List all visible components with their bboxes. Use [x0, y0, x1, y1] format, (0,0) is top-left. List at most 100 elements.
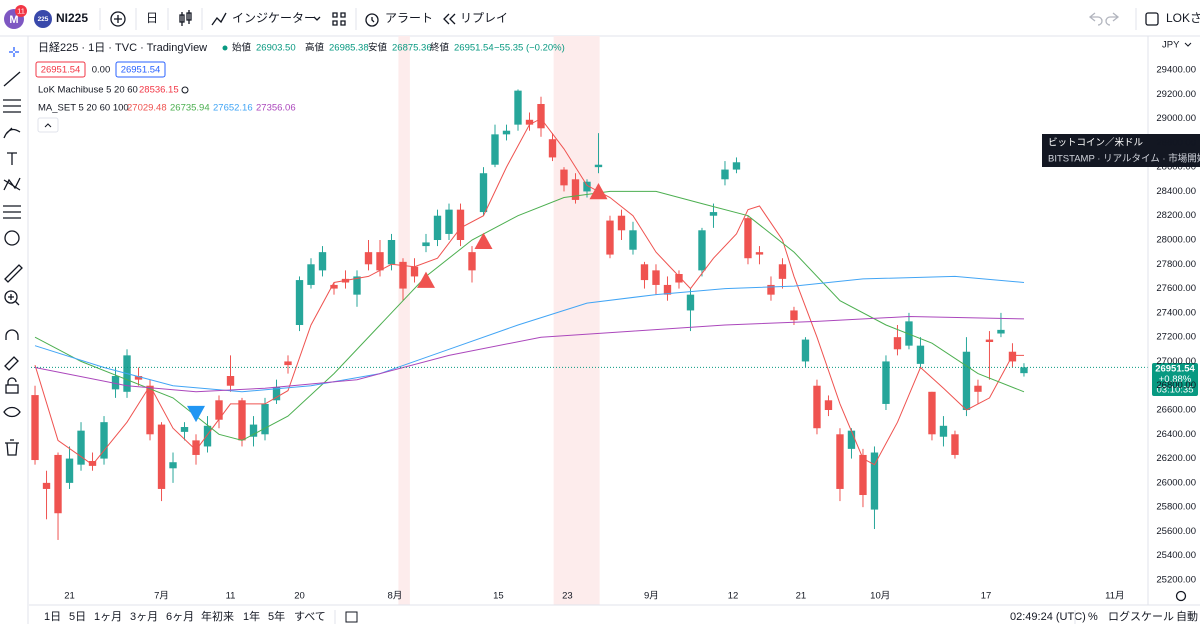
- log-toggle[interactable]: ログスケール: [1108, 609, 1174, 623]
- icons-tool[interactable]: [4, 230, 20, 246]
- ruler-tool[interactable]: [4, 264, 23, 283]
- fib-tool[interactable]: [3, 99, 21, 113]
- signal-marker: [474, 232, 493, 250]
- range-button[interactable]: 3ヶ月: [130, 611, 158, 623]
- pattern-tool[interactable]: [3, 177, 21, 191]
- currency-chevron[interactable]: [1184, 42, 1192, 47]
- candle-body: [169, 462, 177, 469]
- candle-body: [65, 458, 74, 483]
- y-tick-label: 27000.00: [1156, 356, 1196, 367]
- add-symbol[interactable]: [110, 11, 126, 27]
- candle-body: [698, 230, 706, 271]
- candle-body: [1008, 351, 1017, 362]
- candle-body: [249, 424, 258, 437]
- indicator-value: 27652.16: [213, 103, 253, 114]
- alert-icon[interactable]: [365, 13, 379, 27]
- x-tick-label: 23: [562, 591, 573, 602]
- collapse-legend[interactable]: [37, 117, 59, 133]
- user[interactable]: LOKさ: [1166, 11, 1200, 25]
- candle-body: [571, 179, 580, 200]
- candle-body: [813, 385, 821, 429]
- checkbox[interactable]: [1145, 12, 1159, 26]
- candle-body: [203, 425, 212, 447]
- indicator-value: 27029.48: [127, 103, 167, 114]
- candle-body: [134, 376, 143, 380]
- ohlc-value: 26875.36: [392, 43, 432, 54]
- candle-body: [433, 215, 442, 241]
- symbol[interactable]: NI225: [56, 11, 88, 25]
- candle-body: [399, 261, 407, 289]
- candle-body: [330, 284, 338, 289]
- chart-type[interactable]: [179, 10, 192, 26]
- candle-body: [663, 284, 672, 295]
- candle-body: [180, 427, 189, 432]
- y-tick-label: 26200.00: [1156, 453, 1196, 464]
- redo[interactable]: [1105, 12, 1120, 26]
- y-tick-label: 26000.00: [1156, 477, 1196, 488]
- candle-body: [916, 345, 925, 364]
- range-button[interactable]: 5年: [268, 609, 285, 623]
- session-highlight: [398, 36, 410, 605]
- trendline-tool[interactable]: [3, 71, 21, 87]
- range-button[interactable]: 年初来: [201, 609, 234, 623]
- tooltip-title: ビットコイン／米ドル: [1048, 137, 1144, 149]
- lock-tool[interactable]: [5, 384, 19, 394]
- draw-mode-tool[interactable]: [4, 356, 19, 371]
- x-tick-label: 12: [728, 591, 739, 602]
- candle-body: [192, 440, 200, 455]
- buy-box[interactable]: [115, 61, 166, 78]
- y-tick-label: 25400.00: [1156, 550, 1196, 561]
- tooltip: [1042, 134, 1200, 167]
- indicator-value: 26735.94: [170, 103, 210, 114]
- currency[interactable]: JPY: [1162, 40, 1180, 51]
- range-button[interactable]: すべて: [294, 610, 326, 623]
- replay[interactable]: リプレイ: [460, 11, 508, 25]
- crosshair-tool[interactable]: [9, 47, 19, 57]
- candle-body: [525, 119, 534, 125]
- y-tick-label: 28400.00: [1156, 186, 1196, 197]
- indicators[interactable]: インジケーター: [232, 11, 316, 25]
- y-tick-label: 25200.00: [1156, 575, 1196, 586]
- range-button[interactable]: 1ヶ月: [94, 611, 122, 623]
- range-button[interactable]: 5日: [69, 611, 86, 623]
- candle-body: [157, 424, 166, 489]
- range-button[interactable]: 6ヶ月: [166, 611, 194, 623]
- layouts-icon[interactable]: [332, 12, 346, 26]
- y-tick-label: 29400.00: [1156, 65, 1196, 76]
- text-tool[interactable]: [7, 152, 17, 165]
- hide-tool[interactable]: [3, 406, 21, 418]
- candle-body: [31, 395, 39, 461]
- indicator-name: LoK Machibuse 5 20 60: [38, 85, 138, 96]
- forecast-tool[interactable]: [3, 205, 21, 219]
- y-tick-label: 28000.00: [1156, 235, 1196, 246]
- candle-body: [859, 454, 867, 496]
- alerts[interactable]: アラート: [385, 11, 433, 25]
- percent-toggle[interactable]: %: [1088, 611, 1098, 623]
- candle-body: [295, 280, 304, 326]
- candle-body: [767, 284, 775, 295]
- moving-average: [34, 275, 1025, 393]
- x-tick-label: 11月: [1105, 591, 1124, 602]
- goto-date[interactable]: [345, 611, 358, 623]
- ohlc-value: 26903.50: [256, 43, 296, 54]
- delete-tool[interactable]: [5, 439, 19, 456]
- magnet-tool[interactable]: [5, 329, 19, 340]
- settings[interactable]: [1175, 590, 1187, 602]
- indicators-icon[interactable]: [211, 12, 227, 26]
- ohlc-value: 26951.54: [454, 43, 494, 54]
- brush-tool[interactable]: [3, 127, 21, 139]
- undo[interactable]: [1088, 12, 1103, 26]
- zoom-tool[interactable]: [4, 290, 18, 304]
- sell-box[interactable]: [35, 61, 86, 78]
- candle-body: [801, 339, 810, 362]
- range-button[interactable]: 1年: [243, 609, 260, 623]
- candle-body: [284, 361, 292, 366]
- interval[interactable]: 日: [146, 11, 158, 25]
- range-button[interactable]: 1日: [44, 611, 61, 623]
- candle-body: [502, 130, 511, 135]
- y-tick-label: 25600.00: [1156, 526, 1196, 537]
- chevron[interactable]: [313, 16, 321, 21]
- replay-icon[interactable]: [443, 13, 456, 25]
- y-tick-label: 27400.00: [1156, 307, 1196, 318]
- auto-toggle[interactable]: 自動: [1176, 609, 1198, 623]
